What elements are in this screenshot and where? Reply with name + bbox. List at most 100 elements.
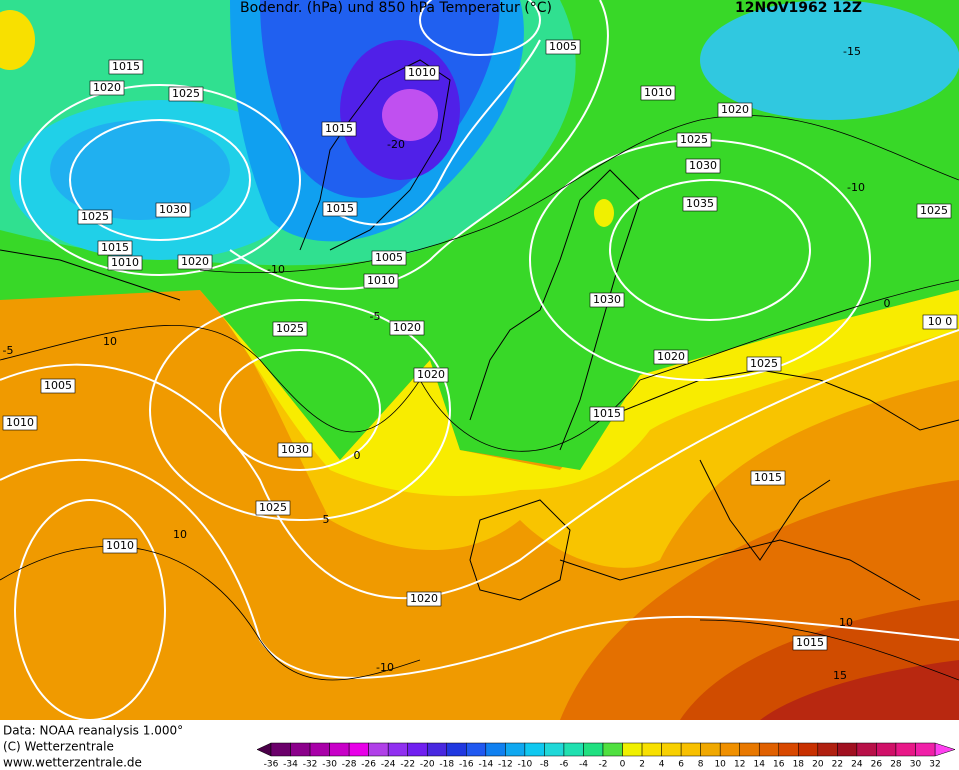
isobar-label: 1010 (367, 274, 395, 287)
colorbar-cell (329, 742, 350, 757)
colorbar-cell (407, 742, 428, 757)
isobar-label: 1015 (112, 60, 140, 73)
colorbar-cell (739, 742, 760, 757)
temperature-label: -5 (370, 310, 381, 323)
colorbar-tick-label: -34 (283, 760, 298, 770)
isobar-label-box (404, 65, 440, 81)
colorbar-tick-label: -12 (498, 760, 513, 770)
colorbar-tick-label: -28 (342, 760, 357, 770)
isobar-label: 1005 (44, 379, 72, 392)
isobars (0, 0, 959, 679)
isobar-label: 1015 (326, 202, 354, 215)
colorbar-tick-label: 16 (773, 760, 785, 770)
isobar-label: 1030 (593, 293, 621, 306)
colorbar-tick-label: 4 (659, 760, 665, 770)
isobar-label-box (916, 203, 952, 219)
isobar-label-box (97, 240, 133, 256)
colorbar-cell (505, 742, 526, 757)
colorbar-cell (426, 742, 448, 757)
isobar-label: 1005 (549, 40, 577, 53)
temperature-label: -10 (376, 661, 394, 674)
temperature-label: 10 (173, 528, 187, 541)
isobar-label-box (89, 80, 125, 96)
colorbar-cell (485, 742, 506, 757)
isobar-label: 1020 (181, 255, 209, 268)
colorbar-tick-label: 30 (910, 760, 922, 770)
colorbar-cell (661, 742, 682, 757)
isobar-label-box (168, 86, 204, 102)
isobar-label: 1010 (106, 539, 134, 552)
isobar-label-box (255, 500, 291, 516)
isobar-label: 1025 (259, 501, 287, 514)
isobar-label: 1015 (796, 636, 824, 649)
colorbar-cell (719, 742, 740, 757)
isobar-label-box (363, 273, 399, 289)
colorbar-tick-label: 12 (734, 760, 745, 770)
colorbar-tick-label: 8 (698, 760, 704, 770)
colorbar-cell (270, 742, 291, 757)
isobar-label-box (277, 442, 313, 458)
colorbar-cell (758, 742, 780, 757)
isobar-label-box (77, 209, 113, 225)
isobar-label: 1015 (754, 471, 782, 484)
isobar-label-box (155, 202, 191, 218)
colorbar-cell (309, 742, 330, 757)
colorbar-tick-label: 28 (890, 760, 902, 770)
isobar-label-box (413, 367, 449, 383)
isobar-label: 10 0 (928, 315, 953, 328)
colorbar-tick-label: -2 (599, 760, 608, 770)
temperature-field (0, 0, 959, 720)
map-title: Bodendr. (hPa) und 850 hPa Temperatur (°… (240, 0, 552, 16)
isobar-label: 1010 (644, 86, 672, 99)
colorbar-tick-label: 0 (620, 760, 626, 770)
isobar-label-box (589, 292, 625, 308)
colorbar-cell (798, 742, 819, 757)
colorbar-cell (622, 742, 643, 757)
isobar-label: 1030 (281, 443, 309, 456)
isobar-label-box (107, 255, 143, 271)
colorbar-tick-label: -20 (420, 760, 435, 770)
temperature-label: 5 (323, 513, 330, 526)
temperature-label: -15 (843, 45, 861, 58)
colorbar-tick-label: -24 (381, 760, 396, 770)
isobar-label-box (2, 415, 38, 431)
temperature-label: -10 (847, 181, 865, 194)
colorbar-tick-label: -26 (361, 760, 376, 770)
temperature-label: 15 (833, 669, 847, 682)
footer-line: Data: NOAA reanalysis 1.000° (3, 724, 183, 738)
isobar-label: 1030 (689, 159, 717, 172)
isobar-label: 1030 (159, 203, 187, 216)
temperature-label: 10 (103, 335, 117, 348)
colorbar-cell (837, 742, 858, 757)
isobar-label: 1010 (111, 256, 139, 269)
colorbar-cell (895, 742, 916, 757)
isobar-label-box (102, 538, 138, 554)
isobar-label: 1005 (375, 251, 403, 264)
colorbar: -36 -34 -32 -30 -28 -26 -24 -22 -20 -18 -16 -14 -12-… (256, 742, 956, 770)
isobar-label: 1020 (721, 103, 749, 116)
colorbar-tick-label: -30 (322, 760, 337, 770)
colorbar-cell (524, 742, 545, 757)
colorbar-tick-label: 18 (793, 760, 805, 770)
isobar-label-box (682, 196, 718, 212)
isobar-label: 1020 (417, 368, 445, 381)
colorbar-tick-label: -6 (559, 760, 568, 770)
isobar-label: 1025 (680, 133, 708, 146)
colorbar-tick-label: -14 (478, 760, 493, 770)
colorbar-tick-label: 24 (851, 760, 863, 770)
colorbar-cell (915, 742, 936, 757)
isobar-label: 1025 (172, 87, 200, 100)
colorbar-cell (387, 742, 408, 757)
isobar-label-box (685, 158, 721, 174)
isobar-label: 1010 (408, 66, 436, 79)
temperature-label: 10 (839, 616, 853, 629)
isobar-label: 1025 (920, 204, 948, 217)
colorbar-tick-label: -4 (579, 760, 588, 770)
colorbar-cell (446, 742, 467, 757)
isobar-label-box (389, 320, 425, 336)
map-date: 12NOV1962 12Z (735, 0, 862, 16)
colorbar-cell (876, 742, 897, 757)
isobar-label: 1020 (657, 350, 685, 363)
